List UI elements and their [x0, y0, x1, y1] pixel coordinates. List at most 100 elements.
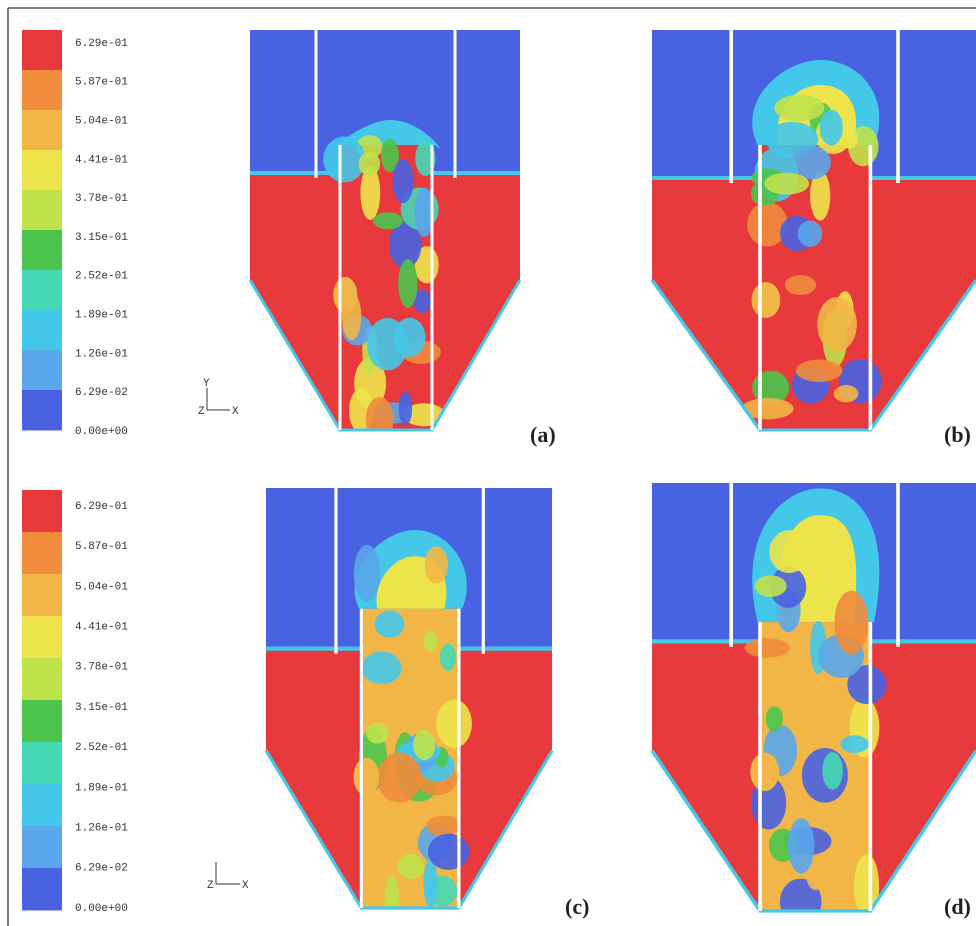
- legend-label: 4.41e-01: [75, 154, 128, 166]
- blob: [744, 638, 790, 658]
- blob: [822, 752, 843, 790]
- blob: [373, 212, 404, 230]
- blob: [426, 815, 461, 837]
- panel-label: (c): [565, 894, 589, 919]
- color-legend: 6.29e-01 5.87e-01 5.04e-01 4.41e-01 3.78e-01…: [22, 30, 128, 438]
- wall-edge: [248, 279, 522, 432]
- wall-edge: [650, 279, 976, 432]
- contour-field: [652, 483, 976, 912]
- blob: [847, 665, 887, 705]
- blob: [360, 166, 381, 220]
- blob: [765, 706, 784, 732]
- blob: [741, 398, 794, 420]
- legend-swatch: [22, 390, 62, 431]
- blob: [842, 129, 859, 149]
- blob: [353, 757, 379, 796]
- blob: [840, 735, 869, 754]
- legend-label: 5.04e-01: [75, 116, 128, 128]
- legend-swatch: [22, 700, 62, 743]
- reactor-contour: [650, 483, 976, 913]
- legend-label: 1.89e-01: [75, 782, 128, 794]
- blob: [427, 833, 470, 870]
- legend-label: 3.78e-01: [75, 662, 128, 674]
- blob: [398, 391, 413, 425]
- blob: [817, 297, 857, 352]
- reactor-contour: [650, 30, 976, 432]
- blob: [354, 357, 387, 410]
- blob: [397, 853, 425, 879]
- blob: [797, 220, 823, 247]
- blob: [377, 752, 422, 803]
- blob: [810, 170, 831, 221]
- blob: [764, 172, 810, 195]
- legend-swatch: [22, 110, 62, 151]
- wall-edge: [650, 749, 976, 913]
- legend-swatch: [22, 270, 62, 311]
- axis-triad: Z X: [207, 862, 249, 892]
- legend-label: 5.04e-01: [75, 581, 128, 593]
- blob: [751, 282, 781, 318]
- contour-field: [266, 488, 553, 908]
- blob: [787, 818, 815, 874]
- reactor-contour: [248, 30, 522, 432]
- blob: [795, 359, 843, 382]
- legend-swatch: [22, 532, 62, 575]
- blob: [398, 259, 418, 308]
- blob: [750, 752, 780, 792]
- legend-swatch: [22, 742, 62, 785]
- axis-triad: Y Z X: [198, 378, 239, 418]
- legend-label: 0.00e+00: [75, 426, 128, 438]
- reactor-contour: [264, 488, 554, 910]
- blob: [784, 275, 817, 295]
- blob: [819, 109, 843, 146]
- blob: [769, 530, 809, 574]
- legend-label: 4.41e-01: [75, 622, 128, 634]
- blob: [439, 643, 457, 671]
- blob: [834, 590, 869, 655]
- blob: [384, 836, 409, 856]
- triad-label: X: [232, 406, 239, 418]
- panel-label: (d): [944, 894, 971, 919]
- blob: [384, 875, 400, 908]
- blob: [436, 699, 472, 748]
- legend-swatch: [22, 70, 62, 111]
- panel-label: (b): [944, 422, 971, 447]
- blob: [779, 878, 822, 912]
- blob: [389, 221, 422, 269]
- legend-swatch: [22, 784, 62, 827]
- legend-swatch: [22, 190, 62, 231]
- blob: [423, 857, 438, 908]
- legend-swatch: [22, 868, 62, 911]
- blob: [853, 854, 880, 912]
- legend-swatch: [22, 30, 62, 71]
- legend-label: 6.29e-01: [75, 38, 128, 50]
- panel-label: (a): [530, 422, 556, 447]
- contour-field: [652, 30, 976, 430]
- blob: [392, 159, 414, 204]
- blob: [424, 546, 449, 584]
- triad-label: Y: [203, 378, 210, 390]
- legend-swatch: [22, 230, 62, 271]
- blob: [754, 575, 787, 597]
- triad-label: Z: [198, 406, 205, 418]
- blob: [413, 729, 436, 761]
- blob: [747, 202, 788, 247]
- legend-label: 6.29e-02: [75, 387, 128, 399]
- legend-swatch: [22, 616, 62, 659]
- blob: [806, 860, 825, 891]
- blob: [333, 277, 358, 313]
- triad-label: X: [242, 880, 249, 892]
- wall-edge: [264, 749, 554, 910]
- blob: [414, 187, 435, 238]
- blob: [361, 651, 402, 685]
- legend-swatch: [22, 150, 62, 191]
- legend-label: 6.29e-02: [75, 863, 128, 875]
- legend-swatch: [22, 490, 62, 533]
- legend-label: 5.87e-01: [75, 77, 128, 89]
- blob: [365, 397, 394, 430]
- legend-label: 1.26e-01: [75, 348, 128, 360]
- blob: [423, 630, 438, 653]
- legend-label: 6.29e-01: [75, 501, 128, 513]
- color-legend: 6.29e-01 5.87e-01 5.04e-01 4.41e-01 3.78e-01…: [22, 490, 128, 915]
